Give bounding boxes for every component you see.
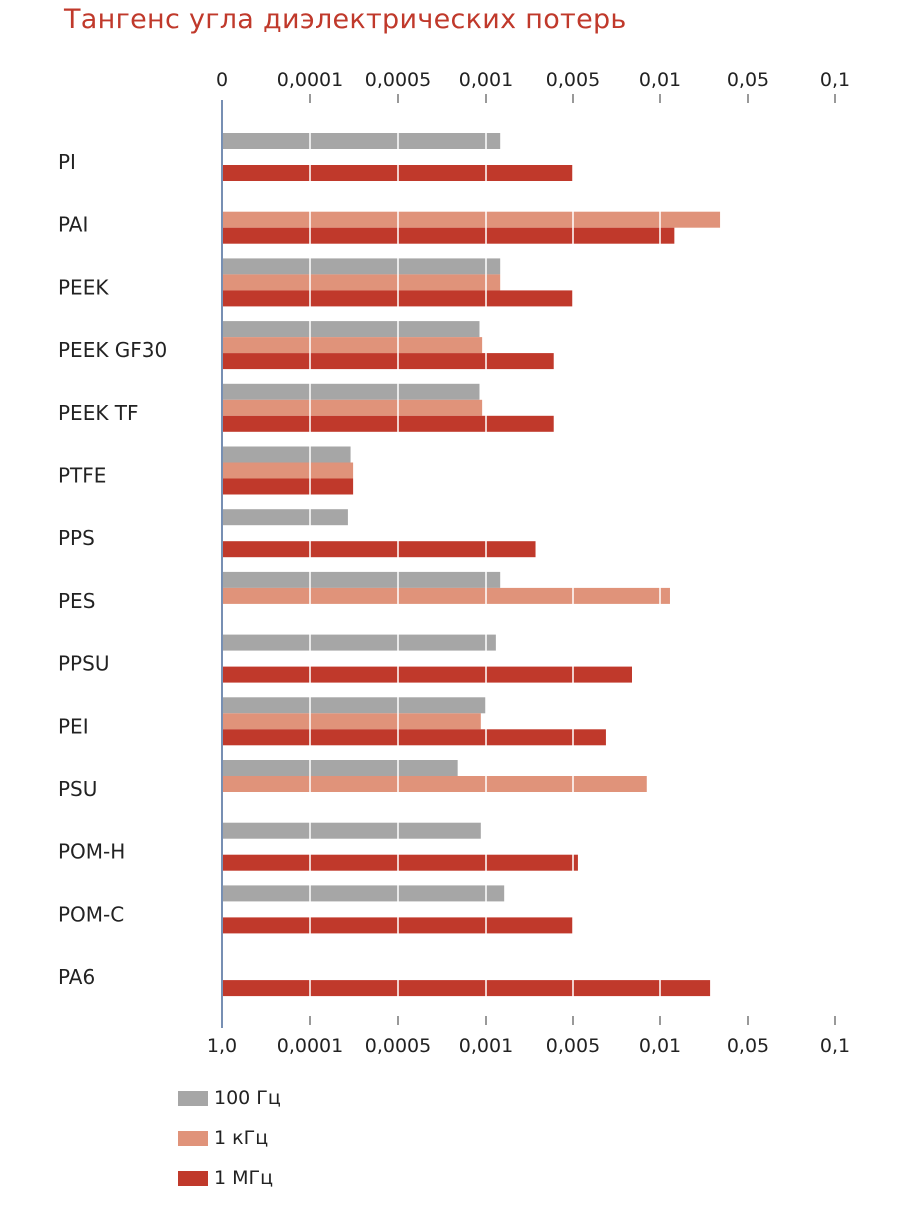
legend-item-1khz: 1 кГц <box>178 1118 281 1158</box>
bar-100-гц <box>223 634 496 651</box>
legend-item-1mhz: 1 МГц <box>178 1158 281 1198</box>
bar-100-гц <box>223 133 501 149</box>
tick-label-top: 0,01 <box>639 69 681 91</box>
category-label: PI <box>58 150 76 174</box>
bar-1-кгц <box>223 274 501 291</box>
category-label: PAI <box>58 213 88 237</box>
tick-label-bottom: 0,05 <box>727 1035 769 1057</box>
category-label: PPSU <box>58 652 109 676</box>
bar-1-мгц <box>223 666 632 683</box>
bar-1-мгц <box>223 478 354 495</box>
bar-100-гц <box>223 509 348 526</box>
tick-label-bottom: 0,005 <box>546 1035 600 1057</box>
bar-1-мгц <box>223 541 536 558</box>
tick-label-top: 0,0005 <box>365 69 431 91</box>
legend-swatch-100hz <box>178 1090 208 1106</box>
bar-100-гц <box>223 321 480 338</box>
bar-1-кгц <box>223 462 354 479</box>
category-label: PPS <box>58 526 95 550</box>
legend-label-1khz: 1 кГц <box>214 1127 269 1149</box>
chart-title: Тангенс угла диэлектрических потерь <box>64 4 627 35</box>
category-label: PEEK TF <box>58 401 139 425</box>
bar-1-мгц <box>223 729 606 746</box>
bar-1-мгц <box>223 980 711 997</box>
category-label: POM-C <box>58 902 124 926</box>
legend-label-1mhz: 1 МГц <box>214 1167 274 1189</box>
bar-1-мгц <box>223 353 554 370</box>
category-label: PEEK GF30 <box>58 338 167 362</box>
category-label: PTFE <box>58 464 106 488</box>
bar-100-гц <box>223 822 481 839</box>
tick-label-top: 0 <box>216 69 228 91</box>
bar-100-гц <box>223 446 351 463</box>
category-label: POM-H <box>58 840 125 864</box>
tick-label-top: 0,1 <box>820 69 850 91</box>
legend-label-100hz: 100 Гц <box>214 1087 281 1109</box>
tick-label-bottom: 0,001 <box>459 1035 513 1057</box>
tick-label-bottom: 0,1 <box>820 1035 850 1057</box>
category-label: PES <box>58 589 95 613</box>
bar-100-гц <box>223 697 486 714</box>
category-label: PA6 <box>58 965 95 989</box>
legend-item-100hz: 100 Гц <box>178 1078 281 1118</box>
bar-1-мгц <box>223 854 578 871</box>
tick-label-top: 0,005 <box>546 69 600 91</box>
legend: 100 Гц 1 кГц 1 МГц <box>178 1078 281 1198</box>
tick-label-top: 0,001 <box>459 69 513 91</box>
bar-1-кгц <box>223 211 721 228</box>
bar-1-мгц <box>223 415 554 432</box>
category-label: PEEK <box>58 275 109 299</box>
tick-label-top: 0,0001 <box>277 69 343 91</box>
bar-1-кгц <box>223 587 670 604</box>
bar-100-гц <box>223 885 505 902</box>
bar-100-гц <box>223 383 480 400</box>
category-label: PEI <box>58 714 89 738</box>
category-label: PSU <box>58 777 97 801</box>
legend-swatch-1mhz <box>178 1170 208 1186</box>
legend-swatch-1khz <box>178 1130 208 1146</box>
tick-label-bottom: 0,0005 <box>365 1035 431 1057</box>
bar-1-кгц <box>223 399 483 416</box>
bar-1-мгц <box>223 227 675 244</box>
bar-1-кгц <box>223 776 647 792</box>
bar-100-гц <box>223 571 501 588</box>
tick-label-bottom: 0,01 <box>639 1035 681 1057</box>
bar-100-гц <box>223 258 501 275</box>
bar-1-кгц <box>223 713 481 730</box>
bar-100-гц <box>223 760 458 776</box>
tick-label-bottom: 0,0001 <box>277 1035 343 1057</box>
tick-label-top: 0,05 <box>727 69 769 91</box>
bar-1-кгц <box>223 337 483 354</box>
tick-label-bottom: 1,0 <box>207 1035 237 1057</box>
